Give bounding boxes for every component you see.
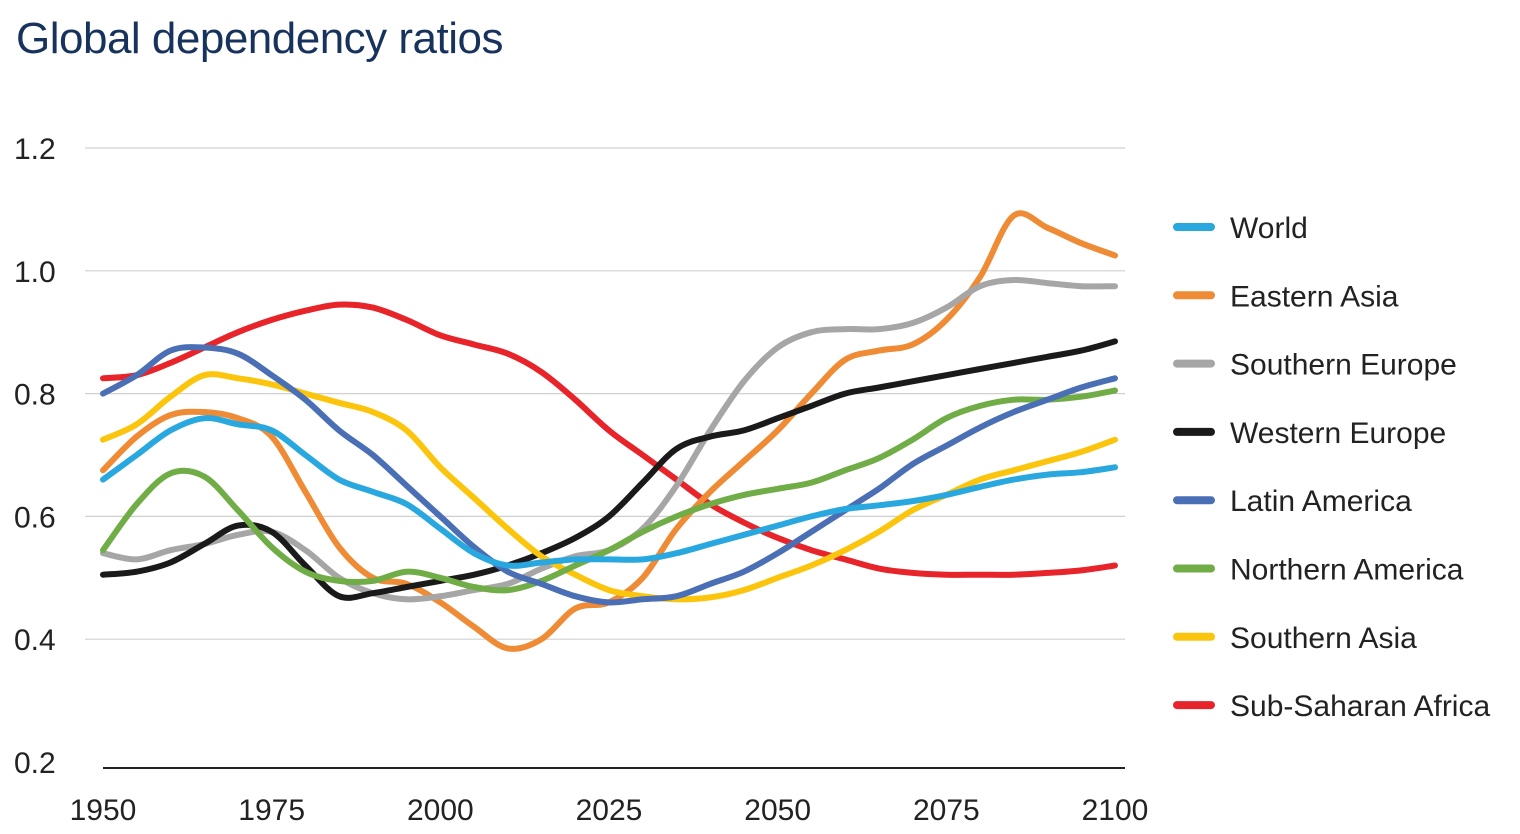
series-line-world	[100, 415, 1118, 569]
legend: World Eastern Asia Southern Europe Western …	[1173, 212, 1490, 723]
x-tick-label: 2075	[913, 794, 980, 827]
series-line-sub-saharan-africa	[100, 301, 1118, 578]
y-tick-label: 0.8	[14, 379, 56, 412]
x-tick-label: 1975	[238, 794, 305, 827]
legend-label: Southern Asia	[1230, 622, 1417, 655]
legend-item-western-europe: Western Europe	[1173, 417, 1446, 450]
x-tick-label: 2050	[744, 794, 811, 827]
x-axis-ticks: 1950 1975 2000 2025 2050 2075 2100	[70, 794, 1149, 827]
y-tick-label: 0.6	[14, 501, 56, 534]
chart-title: Global dependency ratios	[16, 14, 504, 63]
x-tick-label: 1950	[70, 794, 137, 827]
legend-item-latin-america: Latin America	[1173, 485, 1412, 518]
legend-item-sub-saharan-africa: Sub-Saharan Africa	[1173, 690, 1490, 723]
legend-item-northern-america: Northern America	[1173, 554, 1464, 587]
legend-item-eastern-asia: Eastern Asia	[1173, 280, 1399, 313]
gridlines	[85, 147, 1125, 640]
x-tick-label: 2100	[1082, 794, 1149, 827]
y-tick-label: 1.0	[14, 256, 56, 289]
y-tick-label: 0.4	[14, 624, 56, 657]
x-tick-label: 2025	[576, 794, 643, 827]
legend-label: Southern Europe	[1230, 349, 1457, 382]
y-tick-label: 1.2	[14, 133, 56, 166]
series-line-western-europe	[100, 338, 1118, 601]
legend-item-southern-asia: Southern Asia	[1173, 622, 1417, 655]
x-tick-label: 2000	[407, 794, 474, 827]
legend-label: Northern America	[1230, 554, 1464, 587]
legend-label: Latin America	[1230, 485, 1412, 518]
series-lines	[100, 210, 1118, 652]
y-axis-ticks: 0.2 0.4 0.6 0.8 1.0 1.2	[14, 133, 56, 780]
legend-label: Western Europe	[1230, 417, 1446, 450]
y-tick-label: 0.2	[14, 747, 56, 780]
legend-label: Eastern Asia	[1230, 280, 1399, 313]
legend-label: World	[1230, 212, 1308, 245]
legend-item-southern-europe: Southern Europe	[1173, 349, 1457, 382]
series-line-latin-america	[100, 344, 1118, 606]
legend-label: Sub-Saharan Africa	[1230, 690, 1490, 723]
series-line-northern-america	[100, 387, 1118, 594]
legend-item-world: World	[1173, 212, 1308, 245]
